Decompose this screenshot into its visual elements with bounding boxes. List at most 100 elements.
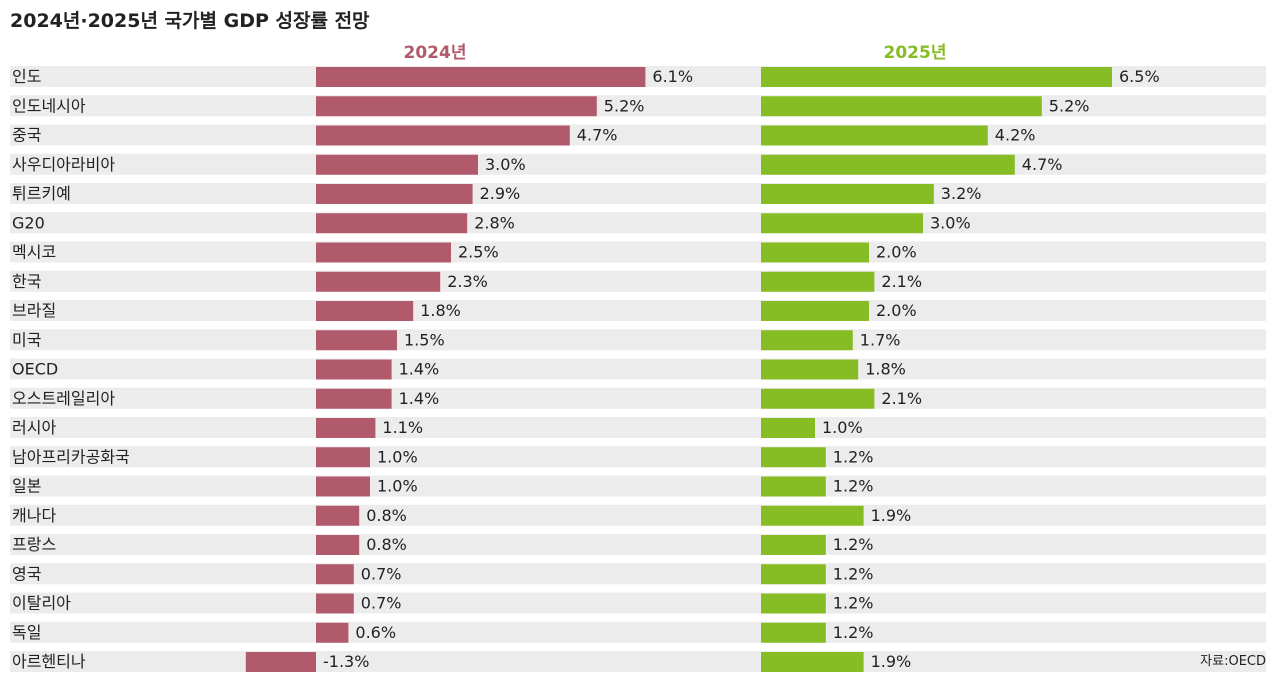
category-label: 이탈리아: [12, 594, 71, 613]
value-label-1: 4.7%: [1022, 155, 1063, 174]
bar-0: [316, 418, 376, 438]
value-label-0: 1.4%: [399, 360, 440, 379]
value-label-1: 1.2%: [833, 535, 874, 554]
value-label-1: 1.9%: [871, 506, 912, 525]
chart-title: 2024년·2025년 국가별 GDP 성장률 전망: [10, 10, 370, 32]
bar-0: [316, 213, 468, 234]
value-label-1: 6.5%: [1119, 67, 1160, 86]
category-label: 브라질: [12, 301, 56, 320]
category-label: 캐나다: [12, 506, 56, 525]
row-band: [10, 300, 1266, 321]
value-label-0: 1.0%: [377, 447, 418, 466]
bar-0: [316, 242, 451, 263]
row-band: [10, 417, 1266, 438]
bar-0: [316, 154, 478, 175]
category-label: 사우디아라비아: [12, 155, 115, 174]
bar-0: [316, 388, 392, 409]
bar-0: [316, 622, 349, 643]
bar-1: [761, 476, 826, 497]
value-label-0: 2.8%: [474, 213, 515, 232]
category-label: 독일: [12, 623, 41, 642]
row-band: [10, 563, 1266, 585]
row-band: [10, 387, 1266, 409]
value-label-0: -1.3%: [323, 652, 369, 671]
bar-1: [761, 622, 826, 643]
row-band: [10, 592, 1266, 614]
bar-1: [761, 125, 988, 146]
value-label-1: 1.9%: [871, 652, 912, 671]
row-band: [10, 153, 1266, 175]
bar-0: [316, 271, 441, 292]
category-label: 프랑스: [12, 535, 56, 554]
value-label-0: 5.2%: [604, 96, 645, 115]
row-band: [10, 183, 1266, 204]
row-band: [10, 358, 1266, 380]
bar-1: [761, 184, 934, 204]
value-label-1: 1.2%: [833, 564, 874, 583]
row-band: [10, 621, 1266, 643]
category-label: 일본: [12, 477, 41, 496]
value-label-1: 2.0%: [876, 301, 917, 320]
bar-1: [761, 242, 869, 263]
value-label-0: 1.5%: [404, 330, 445, 349]
value-label-0: 3.0%: [485, 155, 526, 174]
bar-1: [761, 96, 1042, 117]
bar-1: [761, 564, 826, 585]
category-label: 러시아: [12, 418, 56, 437]
value-label-0: 0.8%: [366, 506, 407, 525]
bar-0: [316, 447, 370, 468]
row-band: [10, 212, 1266, 234]
category-label: 오스트레일리아: [12, 389, 115, 408]
value-label-0: 2.5%: [458, 243, 499, 262]
category-label: 멕시코: [12, 243, 56, 262]
row-band: [10, 504, 1266, 526]
value-label-1: 1.2%: [833, 594, 874, 613]
row-band: [10, 270, 1266, 292]
value-label-0: 1.4%: [399, 389, 440, 408]
bar-0: [316, 67, 646, 87]
value-label-0: 6.1%: [652, 67, 693, 86]
category-label: 인도: [12, 67, 41, 86]
value-label-0: 1.8%: [420, 301, 461, 320]
bar-0: [316, 564, 354, 585]
category-label: 인도네시아: [12, 96, 86, 115]
bar-0: [316, 301, 414, 321]
value-label-1: 3.2%: [941, 184, 982, 203]
bar-0: [316, 330, 397, 351]
value-labels: 6.1% 6.5% 5.2% 5.2% 4.7% 4.2% 3.0% 4.7% 2.9% 3.2%…: [323, 67, 1160, 671]
bar-0: [316, 184, 473, 204]
bar-0: [316, 505, 360, 526]
bar-0: [316, 476, 370, 497]
bar-1: [761, 359, 859, 380]
row-band: [10, 534, 1266, 555]
bar-0: [316, 593, 354, 614]
bar-1: [761, 418, 815, 438]
value-label-1: 1.8%: [865, 360, 906, 379]
bar-1: [761, 535, 826, 555]
bar-1: [761, 505, 864, 526]
bar-0: [316, 359, 392, 380]
value-label-0: 2.3%: [447, 272, 488, 291]
value-label-1: 1.0%: [822, 418, 863, 437]
bar-0: [316, 125, 570, 146]
value-label-1: 3.0%: [930, 213, 971, 232]
category-label: 한국: [12, 272, 41, 291]
bar-1: [761, 213, 923, 234]
series-headers: 2024년 2025년: [404, 43, 947, 63]
series-header-0: 2024년: [404, 43, 467, 63]
bar-1: [761, 447, 826, 468]
row-band: [10, 475, 1266, 497]
bar-1: [761, 301, 869, 321]
value-label-1: 4.2%: [995, 126, 1036, 145]
value-label-0: 2.9%: [480, 184, 521, 203]
row-band: [10, 651, 1266, 672]
row-band: [10, 241, 1266, 263]
bar-0: [316, 535, 360, 555]
category-label: 아르헨티나: [12, 652, 86, 671]
bar-0: [316, 96, 597, 117]
row-band: [10, 446, 1266, 468]
category-label: 미국: [12, 330, 41, 349]
bar-1: [761, 271, 875, 292]
